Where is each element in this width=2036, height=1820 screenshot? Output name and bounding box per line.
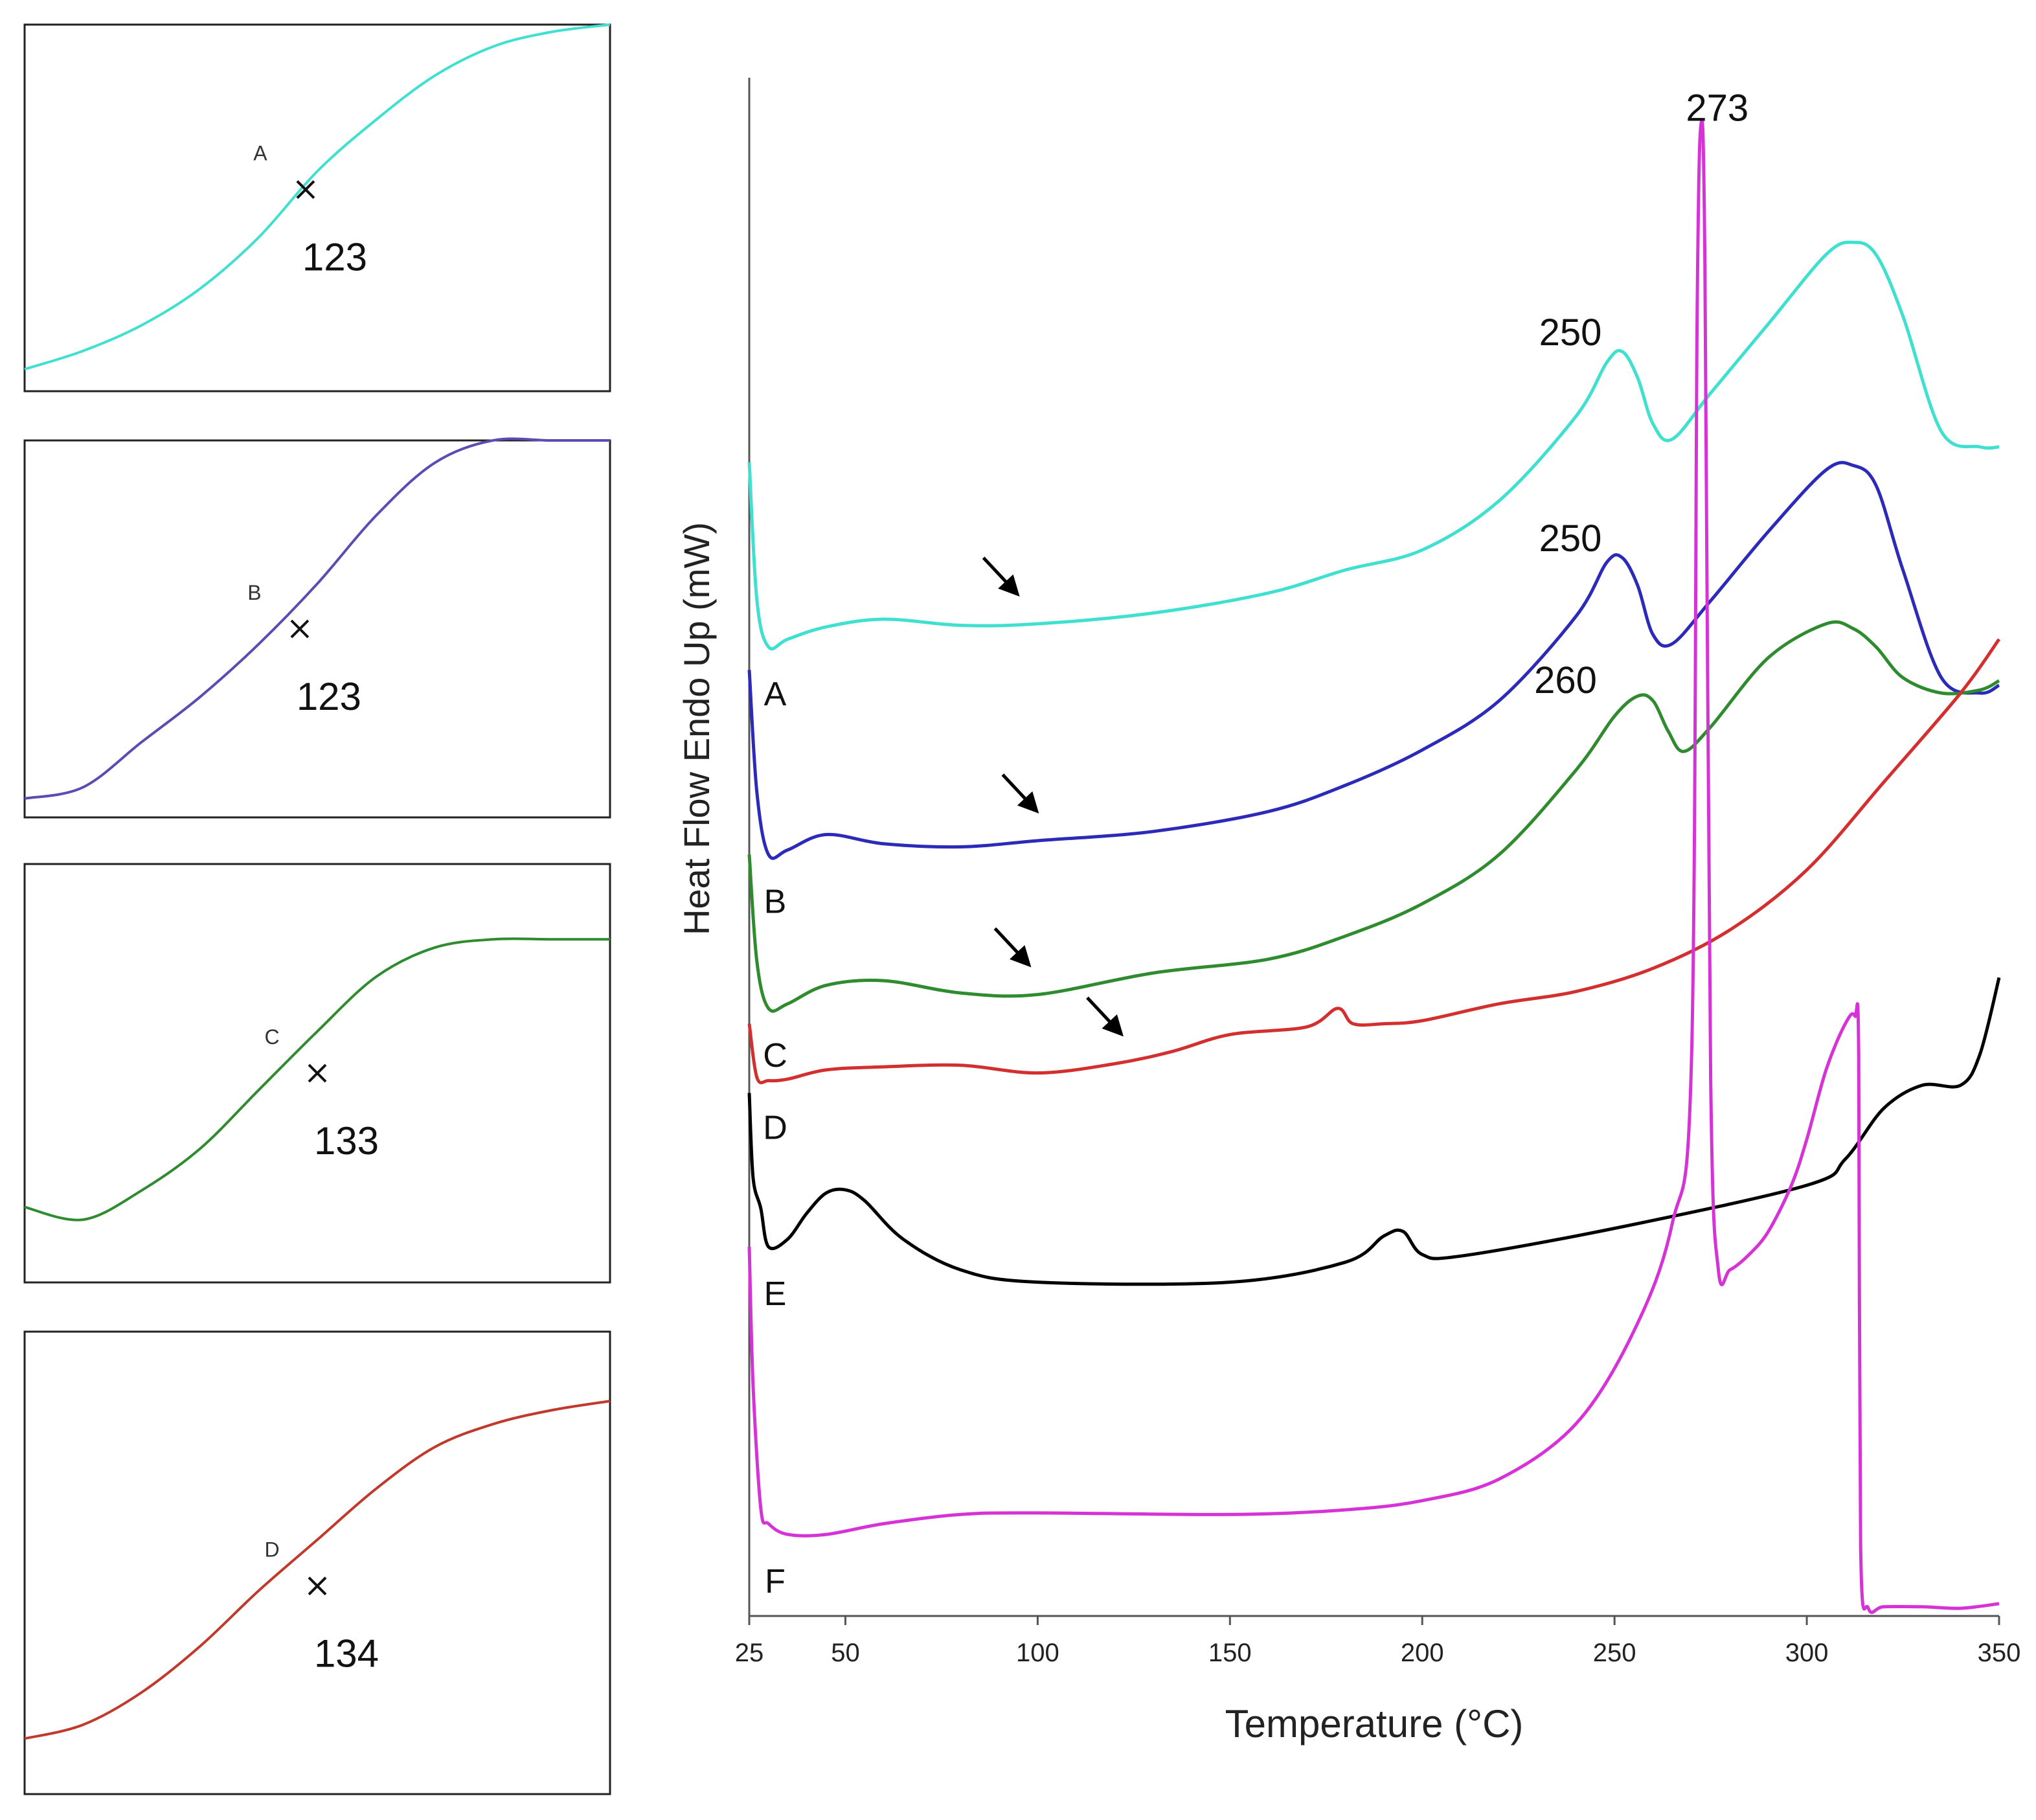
- arrow-marker: [1086, 996, 1124, 1037]
- inset-frame: [23, 1330, 611, 1795]
- series-label: D: [763, 1109, 787, 1147]
- inset-temperature-label: 134: [314, 1632, 379, 1676]
- series-line: [747, 240, 2000, 651]
- inset-frame: [23, 439, 611, 819]
- series-line: [747, 118, 2000, 1614]
- arrow-marker: [1001, 773, 1039, 813]
- inset-panel-a: A 123: [23, 23, 611, 392]
- inset-curve: [24, 437, 610, 800]
- inset-marker: [308, 1064, 327, 1083]
- x-tick-label: 25: [735, 1639, 764, 1667]
- inset-panels: A 123 B 123 C 133 D 134: [23, 23, 611, 1795]
- series-label: F: [765, 1563, 786, 1600]
- inset-temperature-label: 133: [314, 1119, 379, 1163]
- y-axis-label: Heat Flow Endo Up (mW): [676, 522, 717, 935]
- inset-panel-b: B 123: [23, 437, 611, 819]
- inset-temperature-label: 123: [297, 675, 361, 718]
- inset-frame: [23, 23, 611, 392]
- series-a: A: [747, 240, 2000, 713]
- peak-label: 250: [1539, 518, 1602, 560]
- arrow-marker: [993, 927, 1032, 968]
- series-d: D: [747, 638, 2001, 1147]
- peak-label: 250: [1539, 312, 1602, 354]
- arrow-marker: [982, 556, 1020, 597]
- series-line: [747, 620, 2000, 1013]
- x-ticks: 25 50 100 150 200 250 300 350: [735, 1616, 2021, 1667]
- series-label: A: [764, 676, 787, 713]
- peak-label: 260: [1534, 659, 1597, 701]
- series-lines: A B CD E F: [747, 118, 2001, 1614]
- inset-curve: [24, 1400, 611, 1740]
- series-c: C: [747, 620, 2000, 1075]
- series-label: E: [764, 1275, 787, 1313]
- series-line: [747, 461, 2000, 860]
- inset-curve: [24, 23, 611, 370]
- inset-marker: [296, 180, 315, 199]
- x-tick-label: 350: [1978, 1639, 2021, 1667]
- peak-label: 273: [1686, 87, 1748, 129]
- x-tick-label: 250: [1593, 1639, 1636, 1667]
- inset-curve-label: B: [247, 581, 261, 604]
- inset-marker: [290, 619, 310, 639]
- x-tick-label: 300: [1785, 1639, 1829, 1667]
- inset-curve-label: D: [264, 1538, 279, 1562]
- series-b: B: [747, 461, 2000, 920]
- series-e: E: [747, 977, 2001, 1313]
- x-axis-label: Temperature (°C): [1225, 1702, 1524, 1746]
- inset-temperature-label: 123: [302, 236, 367, 279]
- inset-panel-d: D 134: [23, 1330, 611, 1795]
- series-f: F: [747, 118, 2000, 1614]
- series-label: B: [764, 883, 787, 920]
- annotations: 273 250 250 260: [982, 87, 1748, 1037]
- x-tick-label: 100: [1016, 1639, 1059, 1667]
- x-tick-label: 150: [1208, 1639, 1252, 1667]
- inset-curve: [24, 937, 610, 1222]
- inset-marker: [308, 1576, 327, 1596]
- inset-panel-c: C 133: [23, 863, 611, 1284]
- series-label: C: [763, 1037, 787, 1075]
- series-line: [747, 638, 2001, 1085]
- x-tick-label: 50: [831, 1639, 860, 1667]
- x-tick-label: 200: [1401, 1639, 1444, 1667]
- inset-curve-label: A: [253, 142, 267, 165]
- series-line: [747, 977, 2001, 1286]
- inset-curve-label: C: [264, 1025, 279, 1049]
